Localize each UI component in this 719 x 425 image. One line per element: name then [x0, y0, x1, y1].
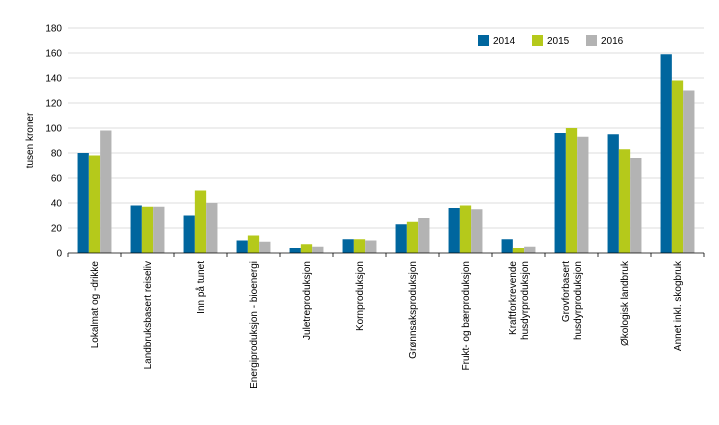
- bar-2014-6: [395, 224, 407, 253]
- x-tick-label: Frukt- og bærproduksjon: [461, 261, 472, 371]
- legend-label: 2016: [601, 36, 624, 47]
- gridlines: [68, 27, 704, 229]
- x-tick-label-line: husdyrproduksjon: [520, 261, 531, 340]
- bar-2014-7: [448, 208, 460, 253]
- y-axis: 0 20 40 60 80 100 120 140 160 180: [45, 24, 62, 260]
- bar-2014-0: [77, 153, 89, 253]
- bar-2015-0: [88, 155, 101, 253]
- bar-2014-5: [342, 239, 354, 253]
- y-tick-label: 20: [51, 224, 63, 235]
- bar-2016-3: [259, 241, 271, 253]
- bar-2015-5: [353, 239, 366, 253]
- y-tick-label: 0: [56, 249, 62, 260]
- x-tick-label-line: Grønnsaksproduksjon: [408, 261, 419, 359]
- bar-2016-0: [100, 130, 112, 253]
- bar-2016-11: [683, 90, 695, 253]
- legend: 2014 2015 2016: [478, 35, 624, 47]
- x-tick-label-line: husdyrproduksjon: [573, 261, 584, 340]
- bar-2014-9: [554, 133, 566, 253]
- x-tick-label: Grovforbasert husdyrproduksjon: [561, 261, 584, 340]
- bars: [77, 54, 695, 253]
- x-tick-label-line: Lokalmat og -drikke: [90, 261, 101, 349]
- y-tick-label: 180: [45, 24, 62, 35]
- x-tick-label: Kornproduksjon: [355, 261, 366, 331]
- bar-2016-7: [471, 209, 483, 253]
- x-tick-label-line: Grovforbasert: [561, 261, 572, 322]
- legend-swatch: [478, 35, 489, 46]
- x-tick-label-line: Kraftforkrevende: [508, 261, 519, 335]
- x-tick-label: Inn på tunet: [195, 261, 207, 314]
- bar-2015-3: [247, 235, 260, 253]
- x-tick-label-line: Inn på tunet: [195, 261, 207, 314]
- bar-2016-9: [577, 136, 589, 253]
- bar-2016-4: [312, 246, 324, 253]
- bar-2015-11: [671, 80, 684, 253]
- bar-2016-1: [153, 206, 165, 253]
- y-tick-label: 140: [45, 74, 62, 85]
- bar-2016-5: [365, 240, 377, 253]
- bar-2015-9: [565, 128, 578, 253]
- bar-2015-4: [300, 244, 313, 253]
- x-tick-label: Kraftforkrevende husdyrproduksjon: [508, 261, 531, 340]
- x-tick-label: Annet inkl. skogbruk: [673, 260, 684, 351]
- legend-swatch: [532, 35, 543, 46]
- y-tick-label: 80: [51, 149, 63, 160]
- x-tick-label-line: Juletreproduksjon: [302, 261, 313, 340]
- bar-2016-6: [418, 218, 430, 253]
- x-tick-label: Grønnsaksproduksjon: [408, 261, 419, 359]
- bar-2016-2: [206, 203, 218, 253]
- x-tick-label: Økologisk landbruk: [620, 260, 631, 346]
- y-tick-label: 60: [51, 174, 63, 185]
- bar-2014-8: [501, 239, 513, 253]
- x-tick-label: Energiproduksjon - bioenergi: [249, 261, 260, 389]
- x-tick-label-line: Økologisk landbruk: [620, 260, 631, 346]
- x-tick-label-line: Annet inkl. skogbruk: [673, 260, 684, 351]
- y-tick-label: 100: [45, 124, 62, 135]
- x-tick-label-line: Frukt- og bærproduksjon: [461, 261, 472, 371]
- x-tick-label: Landbruksbasert reiseliv: [143, 261, 154, 369]
- bar-2015-7: [459, 205, 472, 253]
- bar-2015-1: [141, 206, 154, 253]
- x-tick-label-line: Landbruksbasert reiseliv: [143, 261, 154, 369]
- x-tick-label: Lokalmat og -drikke: [90, 261, 101, 349]
- bar-2014-2: [183, 215, 195, 253]
- y-axis-title: tusen kroner: [25, 112, 36, 168]
- x-tick-label-line: Energiproduksjon - bioenergi: [249, 261, 260, 389]
- bar-2015-10: [618, 149, 631, 253]
- y-tick-label: 160: [45, 49, 62, 60]
- bar-2014-10: [607, 134, 619, 253]
- bar-2015-6: [406, 221, 419, 253]
- y-tick-label: 120: [45, 99, 62, 110]
- legend-label: 2014: [493, 36, 516, 47]
- bar-2014-3: [236, 240, 248, 253]
- legend-label: 2015: [547, 36, 570, 47]
- legend-swatch: [586, 35, 597, 46]
- bar-2014-4: [289, 248, 301, 253]
- bar-2014-1: [130, 205, 142, 253]
- bar-2015-8: [512, 248, 525, 253]
- y-tick-label: 40: [51, 199, 63, 210]
- x-tick-label-line: Kornproduksjon: [355, 261, 366, 331]
- bar-2015-2: [194, 190, 207, 253]
- bar-2016-10: [630, 158, 642, 253]
- x-tick-label: Juletreproduksjon: [302, 261, 313, 340]
- bar-2014-11: [660, 54, 672, 253]
- x-axis: Lokalmat og -drikke Landbruksbasert reise…: [67, 252, 705, 389]
- bar-2016-8: [524, 246, 536, 253]
